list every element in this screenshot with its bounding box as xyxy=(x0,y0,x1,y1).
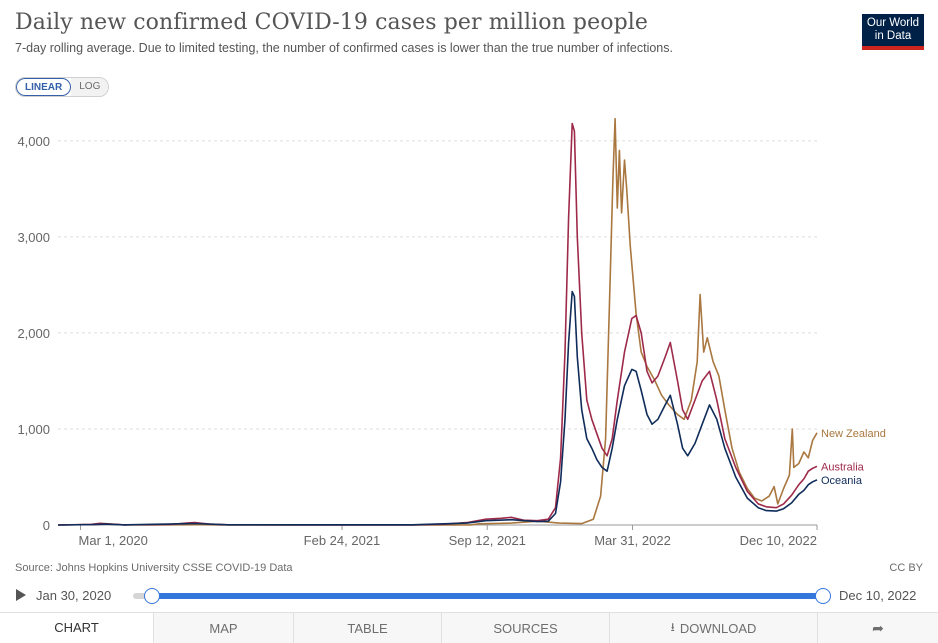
download-label: DOWNLOAD xyxy=(679,621,757,636)
tab-chart[interactable]: CHART xyxy=(0,613,154,643)
y-tick-label: 4,000 xyxy=(17,134,50,149)
share-button[interactable]: ➦ xyxy=(818,613,938,643)
play-icon[interactable] xyxy=(16,589,26,601)
series-line-australia xyxy=(57,122,818,526)
source-note[interactable]: Source: Johns Hopkins University CSSE CO… xyxy=(15,562,293,574)
chart-subtitle: 7-day rolling average. Due to limited te… xyxy=(15,41,673,55)
logo-line1: Our World xyxy=(866,17,920,29)
x-tick-label: Dec 10, 2022 xyxy=(740,533,817,548)
log-scale-button[interactable]: LOG xyxy=(71,78,109,96)
timeline-start-handle[interactable] xyxy=(144,588,160,604)
tab-bar: CHART MAP TABLE SOURCES ⭳ DOWNLOAD ➦ xyxy=(0,612,938,643)
timeline: Jan 30, 2020 Dec 10, 2022 xyxy=(0,583,938,609)
chart-title: Daily new confirmed COVID-19 cases per m… xyxy=(15,10,649,35)
x-tick-label: Mar 31, 2022 xyxy=(594,533,671,548)
tab-sources-label: SOURCES xyxy=(493,621,558,636)
series-line-new-zealand xyxy=(57,117,818,526)
legend-label-new-zealand: New Zealand xyxy=(821,428,886,440)
legend-label-australia: Australia xyxy=(821,461,865,473)
share-icon: ➦ xyxy=(872,620,884,636)
license-link[interactable]: CC BY xyxy=(889,562,923,574)
y-tick-label: 0 xyxy=(43,518,50,533)
linear-scale-button[interactable]: LINEAR xyxy=(16,78,72,96)
tab-sources[interactable]: SOURCES xyxy=(442,613,610,643)
tab-map-label: MAP xyxy=(209,621,238,636)
download-icon: ⭳ xyxy=(670,620,675,634)
y-tick-label: 1,000 xyxy=(17,422,50,437)
tab-map[interactable]: MAP xyxy=(154,613,294,643)
timeline-end-label: Dec 10, 2022 xyxy=(839,588,917,603)
logo-line2: in Data xyxy=(874,30,912,42)
series-line-oceania xyxy=(57,290,818,526)
timeline-selected-range xyxy=(152,593,823,599)
line-chart: 0 1,000 2,000 3,000 4,000 Mar 1, 2020 Feb 24, … xyxy=(17,117,886,548)
x-tick-label: Sep 12, 2021 xyxy=(449,533,526,548)
tab-table[interactable]: TABLE xyxy=(294,613,442,643)
tab-chart-label: CHART xyxy=(54,620,99,635)
owid-logo[interactable]: Our World in Data xyxy=(862,14,924,50)
x-tick-label: Mar 1, 2020 xyxy=(79,533,148,548)
y-tick-label: 2,000 xyxy=(17,326,50,341)
download-button[interactable]: ⭳ DOWNLOAD xyxy=(610,613,818,643)
legend-label-oceania: Oceania xyxy=(821,475,863,487)
tab-table-label: TABLE xyxy=(347,621,388,636)
timeline-end-handle[interactable] xyxy=(815,588,831,604)
x-tick-label: Feb 24, 2021 xyxy=(304,533,381,548)
y-tick-label: 3,000 xyxy=(17,230,50,245)
timeline-start-label: Jan 30, 2020 xyxy=(36,588,112,603)
scale-toggle: LINEAR LOG xyxy=(15,77,110,97)
